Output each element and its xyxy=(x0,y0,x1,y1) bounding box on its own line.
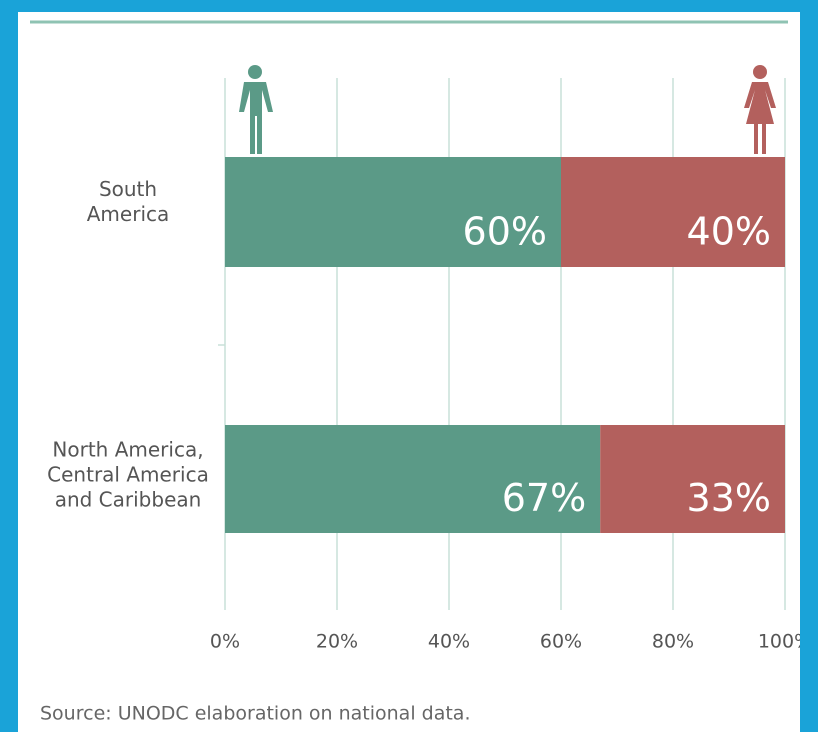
x-tick-label: 100% xyxy=(758,631,800,653)
x-tick-label: 80% xyxy=(652,631,694,653)
bar-segment xyxy=(225,425,601,533)
x-tick-label: 20% xyxy=(316,631,358,653)
value-label: 67% xyxy=(502,476,586,520)
value-label: 60% xyxy=(463,210,547,254)
women-icon xyxy=(744,65,776,154)
bar-segment xyxy=(225,157,561,267)
source-note: Source: UNODC elaboration on national da… xyxy=(40,703,470,725)
category-label: South America xyxy=(86,177,170,226)
x-tick-label: 40% xyxy=(428,631,470,653)
x-tick-label: 60% xyxy=(540,631,582,653)
chart: Source: UNODC elaboration on national da… xyxy=(30,20,800,725)
value-label: 40% xyxy=(687,210,771,254)
men-icon xyxy=(239,65,273,154)
bar-segment xyxy=(600,425,785,533)
bar-segment xyxy=(561,157,785,267)
frame: Source: UNODC elaboration on national da… xyxy=(18,12,800,732)
value-label: 33% xyxy=(687,476,771,520)
category-label: North America, Central America and Carib… xyxy=(47,437,209,512)
x-tick-label: 0% xyxy=(210,631,240,653)
